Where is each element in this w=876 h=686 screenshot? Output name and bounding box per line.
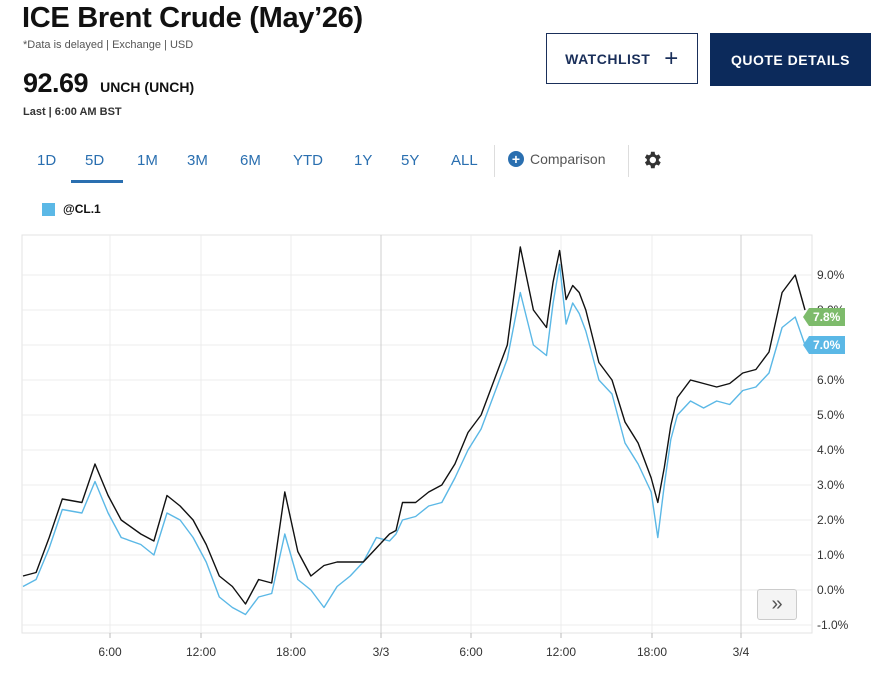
watchlist-button[interactable]: WATCHLIST + (546, 33, 698, 84)
y-tick-label: 0.0% (817, 583, 845, 597)
comparison-label: Comparison (530, 151, 606, 167)
tab-5y[interactable]: 5Y (401, 152, 420, 169)
x-tick-label: 18:00 (637, 645, 667, 659)
x-tick-label: 6:00 (459, 645, 483, 659)
x-tick-label: 3/4 (733, 645, 750, 659)
price-change: UNCH (UNCH) (100, 79, 195, 95)
toolbar-divider (628, 145, 629, 177)
y-tick-label: -1.0% (817, 618, 849, 632)
x-tick-label: 3/3 (373, 645, 390, 659)
tab-5d[interactable]: 5D (85, 152, 105, 169)
y-tick-label: 1.0% (817, 548, 845, 562)
active-tab-indicator (71, 180, 123, 183)
y-tick-label: 6.0% (817, 373, 845, 387)
gear-icon[interactable] (641, 149, 663, 176)
plus-icon: + (664, 44, 679, 72)
x-tick-label: 18:00 (276, 645, 306, 659)
tab-1m[interactable]: 1M (137, 152, 158, 169)
y-tick-label: 5.0% (817, 408, 845, 422)
chart-legend: @CL.1 (42, 202, 101, 216)
x-tick-label: 12:00 (186, 645, 216, 659)
double-chevron-right-icon[interactable]: » (757, 589, 797, 620)
tab-1y[interactable]: 1Y (354, 152, 373, 169)
page-title: ICE Brent Crude (May’26) (22, 2, 363, 34)
plot-frame (21, 234, 813, 634)
series-line (22, 263, 806, 616)
tab-6m[interactable]: 6M (240, 152, 261, 169)
toolbar-divider (494, 145, 495, 177)
tab-all[interactable]: ALL (451, 152, 478, 169)
comparison-plus-icon: + (508, 151, 524, 167)
series-line (22, 246, 806, 605)
legend-swatch (42, 202, 55, 216)
svg-text:7.8%: 7.8% (813, 310, 841, 324)
tab-3m[interactable]: 3M (187, 152, 208, 169)
y-tick-label: 2.0% (817, 513, 845, 527)
comparison-button[interactable]: + Comparison (508, 151, 605, 167)
data-delay-note: *Data is delayed | Exchange | USD (23, 39, 194, 51)
tab-1d[interactable]: 1D (37, 152, 57, 169)
watchlist-label: WATCHLIST (565, 50, 651, 67)
tab-ytd[interactable]: YTD (293, 152, 323, 169)
svg-text:7.0%: 7.0% (813, 338, 841, 352)
y-tick-label: 4.0% (817, 443, 845, 457)
last-update-time: Last | 6:00 AM BST (23, 106, 122, 118)
quote-details-label: QUOTE DETAILS (730, 51, 851, 68)
x-tick-label: 6:00 (98, 645, 122, 659)
x-tick-label: 12:00 (546, 645, 576, 659)
y-tick-label: 9.0% (817, 268, 845, 282)
price-row: 92.69 UNCH (UNCH) (23, 68, 194, 99)
last-price: 92.69 (23, 68, 89, 98)
y-tick-label: 3.0% (817, 478, 845, 492)
quote-details-button[interactable]: QUOTE DETAILS (710, 33, 871, 86)
series-end-label: 7.0% (803, 336, 845, 354)
series-end-label: 7.8% (803, 308, 845, 326)
legend-label: @CL.1 (63, 202, 101, 216)
